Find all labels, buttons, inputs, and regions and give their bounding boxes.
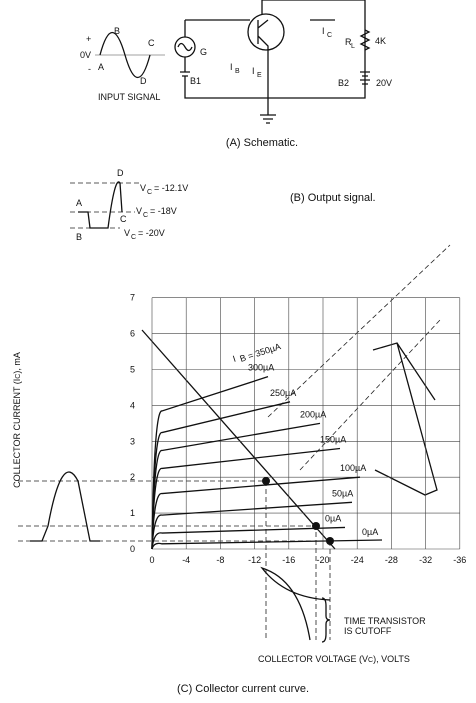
label: R — [345, 37, 352, 47]
label: = -12.1V — [154, 183, 188, 193]
label: G — [200, 47, 207, 57]
label: IS CUTOFF — [344, 626, 392, 636]
label: B1 — [190, 76, 201, 86]
label: B — [235, 68, 240, 75]
y-tick-label: 5 — [130, 365, 135, 375]
y-tick-label: 2 — [130, 472, 135, 482]
ib-label: 100µA — [340, 463, 366, 473]
label: B2 — [338, 78, 349, 88]
label: TIME TRANSISTOR — [344, 616, 426, 626]
label: = -18V — [150, 206, 177, 216]
output-signal: D A C B V C = -12.1V V C = -18V V C = -20V (B)… — [70, 168, 376, 242]
caption: (C) Collector current curve. — [177, 683, 309, 695]
x-tick-label: -16 — [282, 555, 295, 565]
ib-label: 150µA — [320, 434, 346, 444]
caption: (B) Output signal. — [290, 192, 376, 204]
y-tick-label: 0 — [130, 544, 135, 554]
label: C — [143, 212, 148, 219]
ib-label: 0µA — [362, 527, 378, 537]
label: B — [76, 232, 82, 242]
label: V — [136, 206, 142, 216]
x-tick-label: -8 — [216, 555, 224, 565]
ib-label: 50µA — [332, 488, 353, 498]
x-tick-label: -32 — [419, 555, 432, 565]
y-tick-label: 3 — [130, 436, 135, 446]
label: V — [124, 228, 130, 238]
label: L — [351, 43, 355, 50]
operating-point — [326, 537, 334, 545]
label: I — [322, 26, 325, 36]
x-tick-label: -12 — [248, 555, 261, 565]
label: C — [327, 32, 332, 39]
ib-curve — [151, 447, 341, 550]
ib-curve — [151, 376, 269, 550]
label: - — [88, 64, 91, 74]
label: C — [120, 214, 127, 224]
x-title: COLLECTOR VOLTAGE (VC), VOLTS — [258, 654, 410, 664]
label: B — [114, 26, 120, 36]
ib-label: 300µA — [248, 363, 274, 373]
x-tick-label: -20 — [316, 555, 329, 565]
x-tick-label: -4 — [182, 555, 190, 565]
y-tick-label: 6 — [130, 329, 135, 339]
x-tick-label: 0 — [149, 555, 154, 565]
label: I — [252, 66, 255, 76]
label: D — [140, 76, 147, 86]
label: V — [140, 183, 146, 193]
label: A — [76, 198, 82, 208]
label: 4K — [375, 36, 386, 46]
schematic: + 0V - A B C D INPUT SIGNAL G B1 I B I C… — [80, 0, 392, 149]
ib-label: 200µA — [300, 409, 326, 419]
y-tick-label: 7 — [130, 293, 135, 303]
ib-label: I — [232, 354, 237, 364]
label: 20V — [376, 78, 392, 88]
label: I — [230, 62, 233, 72]
x-tick-label: -24 — [351, 555, 364, 565]
label: = -20V — [138, 228, 165, 238]
ib-label: B = 350µA — [239, 341, 282, 364]
label: A — [98, 62, 104, 72]
label: + — [86, 34, 91, 44]
y-tick-label: 4 — [130, 400, 135, 410]
label: E — [257, 72, 262, 79]
ib-label: 250µA — [270, 388, 296, 398]
label: INPUT SIGNAL — [98, 92, 160, 102]
operating-point — [312, 522, 320, 530]
ib-curve — [151, 526, 346, 550]
collector-curves: COLLECTOR CURRENT (IC), mA TIME TRANSIST… — [12, 244, 466, 695]
label: D — [117, 168, 124, 178]
label: C — [147, 189, 152, 196]
label: 0V — [80, 50, 91, 60]
label: C — [148, 38, 155, 48]
caption: (A) Schematic. — [226, 137, 298, 149]
x-tick-label: -28 — [385, 555, 398, 565]
ib-label: 0µA — [325, 513, 341, 523]
y-tick-label: 1 — [130, 508, 135, 518]
label: C — [131, 234, 136, 241]
y-title: COLLECTOR CURRENT (IC), mA — [12, 352, 22, 488]
x-tick-label: -36 — [453, 555, 466, 565]
operating-point — [262, 477, 270, 485]
